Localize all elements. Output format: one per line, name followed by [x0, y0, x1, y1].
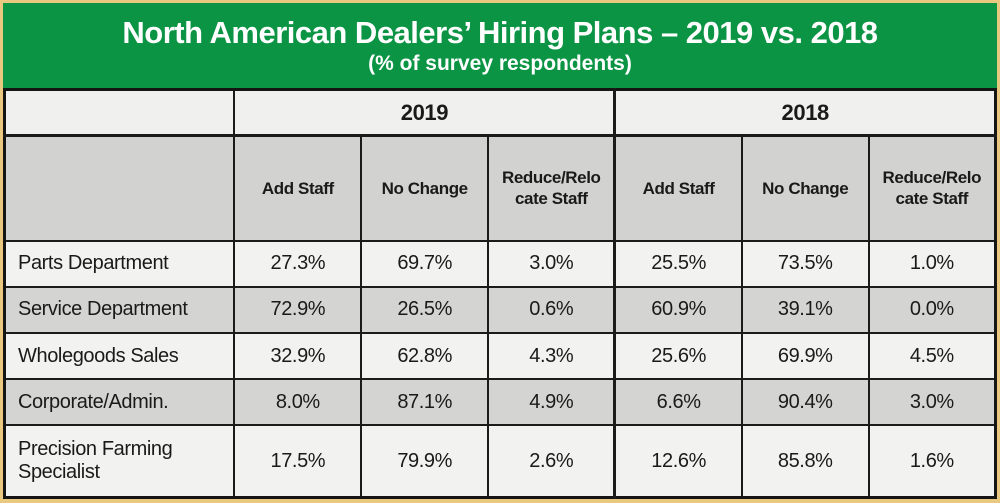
- value-cell: 90.4%: [740, 378, 870, 427]
- chart-title: North American Dealers’ Hiring Plans – 2…: [122, 14, 878, 50]
- value-cell: 8.0%: [233, 378, 363, 427]
- column-header-2019-add-staff: Add Staff: [233, 134, 363, 242]
- value-cell: 25.6%: [613, 332, 743, 381]
- value-cell: 1.0%: [867, 239, 997, 288]
- value-cell: 85.8%: [740, 424, 870, 499]
- value-cell: 25.5%: [613, 239, 743, 288]
- corner-cell: [3, 88, 236, 138]
- column-header-2019-no-change: No Change: [360, 134, 490, 242]
- table-row-corporate-admin: Corporate/Admin. 8.0% 87.1% 4.9% 6.6% 90…: [3, 378, 997, 427]
- row-label: Service Department: [3, 285, 236, 335]
- value-cell: 62.8%: [360, 332, 490, 381]
- value-cell: 17.5%: [233, 424, 363, 499]
- value-cell: 32.9%: [233, 332, 363, 381]
- year-group-header-2019: 2019: [233, 88, 616, 138]
- row-label: Parts Department: [3, 239, 236, 288]
- row-label: Wholegoods Sales: [3, 332, 236, 381]
- column-header-2018-reduce-relocate: Reduce/Relocate Staff: [867, 134, 997, 242]
- value-cell: 4.9%: [487, 378, 616, 427]
- chart-header-banner: North American Dealers’ Hiring Plans – 2…: [3, 3, 997, 88]
- value-cell: 39.1%: [740, 285, 870, 335]
- year-group-header-2018: 2018: [613, 88, 997, 138]
- value-cell: 27.3%: [233, 239, 363, 288]
- table-row-precision-farming-specialist: Precision Farming Specialist 17.5% 79.9%…: [3, 424, 997, 499]
- value-cell: 4.5%: [867, 332, 997, 381]
- value-cell: 69.9%: [740, 332, 870, 381]
- value-cell: 3.0%: [867, 378, 997, 427]
- hiring-plans-table: 2019 2018 Add Staff No Change Reduce/Rel…: [3, 88, 997, 499]
- value-cell: 87.1%: [360, 378, 490, 427]
- value-cell: 72.9%: [233, 285, 363, 335]
- table-row-parts-department: Parts Department 27.3% 69.7% 3.0% 25.5% …: [3, 239, 997, 288]
- corner-cell-2: [3, 134, 236, 242]
- column-header-2018-no-change: No Change: [740, 134, 870, 242]
- value-cell: 3.0%: [487, 239, 616, 288]
- value-cell: 6.6%: [613, 378, 743, 427]
- value-cell: 69.7%: [360, 239, 490, 288]
- chart-subtitle: (% of survey respondents): [368, 52, 632, 76]
- value-cell: 12.6%: [613, 424, 743, 499]
- column-header-row: Add Staff No Change Reduce/Relocate Staf…: [3, 134, 997, 242]
- year-group-header-row: 2019 2018: [3, 88, 997, 138]
- table-row-service-department: Service Department 72.9% 26.5% 0.6% 60.9…: [3, 285, 997, 335]
- table-row-wholegoods-sales: Wholegoods Sales 32.9% 62.8% 4.3% 25.6% …: [3, 332, 997, 381]
- value-cell: 79.9%: [360, 424, 490, 499]
- value-cell: 60.9%: [613, 285, 743, 335]
- value-cell: 1.6%: [867, 424, 997, 499]
- value-cell: 73.5%: [740, 239, 870, 288]
- value-cell: 0.0%: [867, 285, 997, 335]
- column-header-2018-add-staff: Add Staff: [613, 134, 743, 242]
- column-header-2019-reduce-relocate: Reduce/Relocate Staff: [487, 134, 616, 242]
- value-cell: 0.6%: [487, 285, 616, 335]
- row-label: Precision Farming Specialist: [3, 424, 236, 499]
- value-cell: 26.5%: [360, 285, 490, 335]
- value-cell: 2.6%: [487, 424, 616, 499]
- value-cell: 4.3%: [487, 332, 616, 381]
- row-label: Corporate/Admin.: [3, 378, 236, 427]
